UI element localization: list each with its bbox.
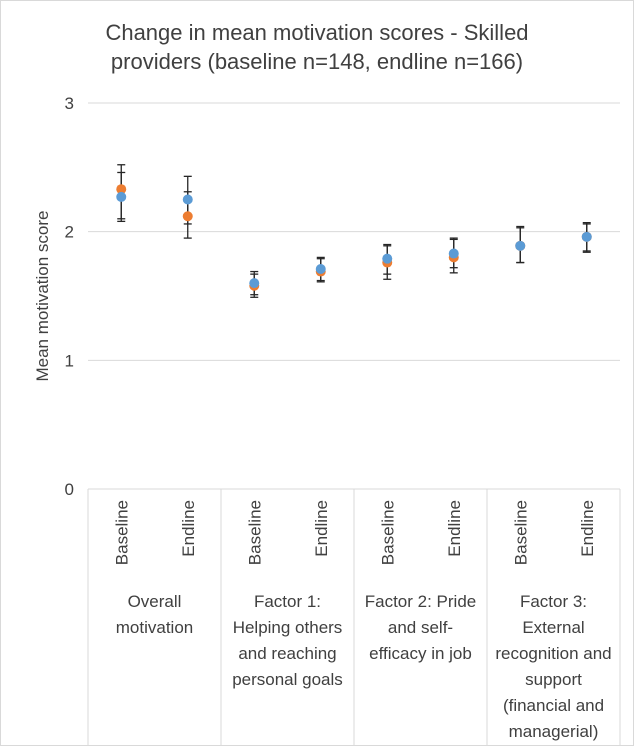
gridlines: [88, 102, 620, 361]
y-tick-label: 0: [65, 480, 74, 499]
x-axis: [87, 488, 621, 746]
data-point: [581, 231, 592, 242]
group-label-line: Helping others: [233, 618, 343, 637]
category-label: Baseline: [245, 500, 264, 565]
y-tick-label: 1: [65, 351, 74, 370]
category-label: Endline: [578, 500, 597, 557]
data-point: [315, 263, 326, 274]
category-label: Baseline: [112, 500, 131, 565]
group-label-line: Factor 2: Pride: [365, 592, 477, 611]
data-point: [515, 240, 526, 251]
group-label-line: External: [522, 618, 584, 637]
chart-title-line-2: providers (baseline n=148, endline n=166…: [110, 49, 524, 74]
category-label: Endline: [312, 500, 331, 557]
category-label: Endline: [179, 500, 198, 557]
group-label-line: (financial and: [503, 696, 604, 715]
category-label: Baseline: [511, 500, 530, 565]
y-axis-label: Mean motivation score: [33, 210, 52, 381]
data-point: [182, 211, 193, 222]
data-point: [448, 248, 459, 259]
group-label-line: Factor 3:: [520, 592, 587, 611]
y-tick-label: 2: [65, 223, 74, 242]
data-point: [182, 194, 193, 205]
category-labels: Baseline Endline Baseline Endline Baseline En…: [112, 500, 597, 565]
group-label-line: Overall: [128, 592, 182, 611]
y-tick-label: 3: [65, 94, 74, 113]
group-labels: Overall motivation Factor 1: Helping others…: [116, 592, 612, 741]
data-points: [116, 184, 592, 291]
group-label-line: and reaching: [238, 644, 336, 663]
group-label-line: managerial): [509, 722, 599, 741]
group-label-line: and self-: [388, 618, 453, 637]
group-label-line: efficacy in job: [369, 644, 472, 663]
group-label-line: recognition and: [495, 644, 611, 663]
category-label: Endline: [445, 500, 464, 557]
category-label: Baseline: [378, 500, 397, 565]
chart-title: Change in mean motivation scores - Skill…: [0, 18, 634, 76]
data-point: [116, 191, 127, 202]
data-point: [249, 278, 260, 289]
y-tick-labels: 0 1 2 3: [65, 94, 74, 499]
error-bars: [117, 164, 591, 298]
data-point: [382, 253, 393, 264]
group-label-line: motivation: [116, 618, 193, 637]
group-label-line: personal goals: [232, 670, 343, 689]
data-point: [116, 184, 127, 195]
chart-title-line-1: Change in mean motivation scores - Skill…: [105, 20, 529, 45]
group-label-line: Factor 1:: [254, 592, 321, 611]
group-label-line: support: [525, 670, 582, 689]
